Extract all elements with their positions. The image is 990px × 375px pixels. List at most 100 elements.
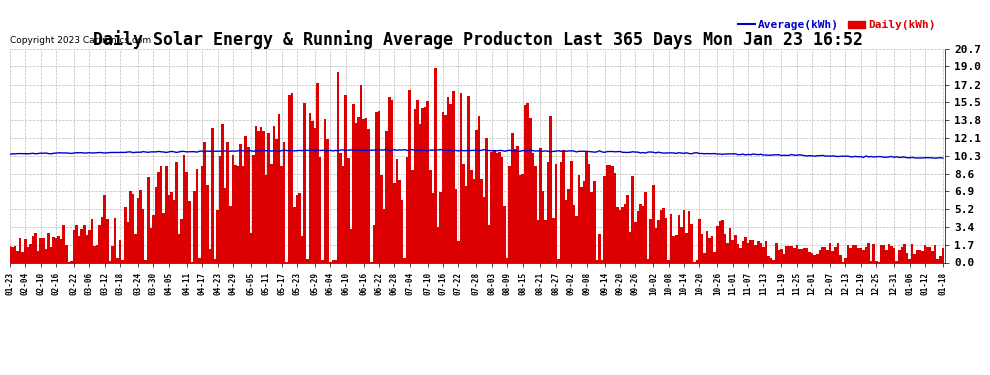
Bar bbox=[116, 258, 119, 262]
Bar bbox=[342, 166, 345, 262]
Bar bbox=[322, 260, 324, 262]
Bar bbox=[611, 166, 614, 262]
Bar bbox=[480, 178, 483, 262]
Bar bbox=[14, 246, 16, 262]
Bar bbox=[48, 233, 50, 262]
Bar bbox=[159, 166, 162, 262]
Bar bbox=[346, 158, 349, 262]
Bar bbox=[570, 161, 572, 262]
Bar bbox=[740, 248, 742, 262]
Bar bbox=[427, 101, 429, 262]
Bar bbox=[880, 245, 883, 262]
Bar bbox=[396, 159, 398, 262]
Bar bbox=[296, 195, 298, 262]
Bar bbox=[916, 250, 919, 262]
Bar bbox=[846, 245, 849, 262]
Bar bbox=[254, 126, 257, 262]
Bar bbox=[506, 258, 509, 262]
Bar bbox=[311, 121, 314, 262]
Bar bbox=[140, 190, 142, 262]
Bar bbox=[240, 144, 242, 262]
Bar bbox=[288, 95, 290, 262]
Bar bbox=[196, 169, 198, 262]
Bar bbox=[267, 134, 270, 262]
Bar bbox=[629, 231, 632, 262]
Bar bbox=[790, 246, 793, 262]
Bar bbox=[111, 246, 114, 262]
Bar bbox=[114, 217, 116, 262]
Bar bbox=[927, 246, 929, 262]
Bar bbox=[42, 237, 45, 262]
Bar bbox=[896, 261, 898, 262]
Bar bbox=[291, 93, 293, 262]
Bar bbox=[583, 181, 585, 262]
Bar bbox=[634, 222, 637, 262]
Bar bbox=[764, 241, 767, 262]
Bar bbox=[614, 173, 616, 262]
Bar bbox=[762, 247, 764, 262]
Bar bbox=[449, 104, 452, 262]
Bar bbox=[580, 187, 583, 262]
Bar bbox=[754, 245, 757, 262]
Bar bbox=[509, 166, 511, 262]
Bar bbox=[19, 238, 22, 262]
Bar bbox=[624, 204, 627, 262]
Bar bbox=[327, 139, 329, 262]
Bar bbox=[703, 253, 706, 262]
Bar bbox=[249, 233, 252, 262]
Bar bbox=[80, 228, 83, 262]
Bar bbox=[659, 210, 662, 262]
Bar bbox=[524, 105, 527, 262]
Bar bbox=[185, 172, 188, 262]
Bar bbox=[245, 136, 247, 262]
Bar bbox=[152, 215, 154, 262]
Bar bbox=[875, 261, 877, 262]
Bar bbox=[357, 117, 359, 262]
Bar bbox=[401, 200, 403, 262]
Bar bbox=[393, 183, 396, 262]
Bar bbox=[503, 206, 506, 262]
Bar bbox=[752, 240, 754, 262]
Bar bbox=[452, 91, 454, 262]
Bar bbox=[832, 251, 834, 262]
Bar bbox=[688, 211, 690, 262]
Bar bbox=[188, 201, 191, 262]
Bar bbox=[119, 240, 122, 262]
Bar bbox=[122, 260, 124, 262]
Bar bbox=[298, 192, 301, 262]
Bar bbox=[252, 155, 254, 262]
Bar bbox=[627, 195, 629, 262]
Bar bbox=[472, 179, 475, 262]
Bar bbox=[467, 96, 470, 262]
Bar bbox=[135, 234, 137, 262]
Bar bbox=[442, 112, 445, 262]
Bar bbox=[493, 150, 496, 262]
Bar bbox=[577, 175, 580, 262]
Bar bbox=[27, 247, 29, 262]
Bar bbox=[827, 251, 829, 262]
Bar bbox=[921, 251, 924, 262]
Bar bbox=[637, 211, 640, 262]
Bar bbox=[529, 118, 532, 262]
Bar bbox=[701, 234, 703, 262]
Bar bbox=[316, 82, 319, 262]
Bar bbox=[157, 171, 159, 262]
Bar bbox=[565, 200, 567, 262]
Bar bbox=[690, 224, 693, 262]
Bar bbox=[70, 261, 72, 262]
Bar bbox=[652, 185, 654, 262]
Bar bbox=[654, 228, 657, 262]
Bar bbox=[178, 234, 180, 262]
Bar bbox=[154, 187, 157, 262]
Bar bbox=[644, 192, 646, 262]
Bar bbox=[165, 166, 167, 262]
Bar bbox=[677, 215, 680, 262]
Bar bbox=[803, 248, 806, 262]
Bar bbox=[737, 244, 740, 262]
Bar bbox=[601, 260, 603, 262]
Bar bbox=[57, 236, 59, 262]
Bar bbox=[540, 148, 542, 262]
Bar bbox=[367, 129, 370, 262]
Bar bbox=[785, 246, 788, 262]
Bar bbox=[621, 207, 624, 262]
